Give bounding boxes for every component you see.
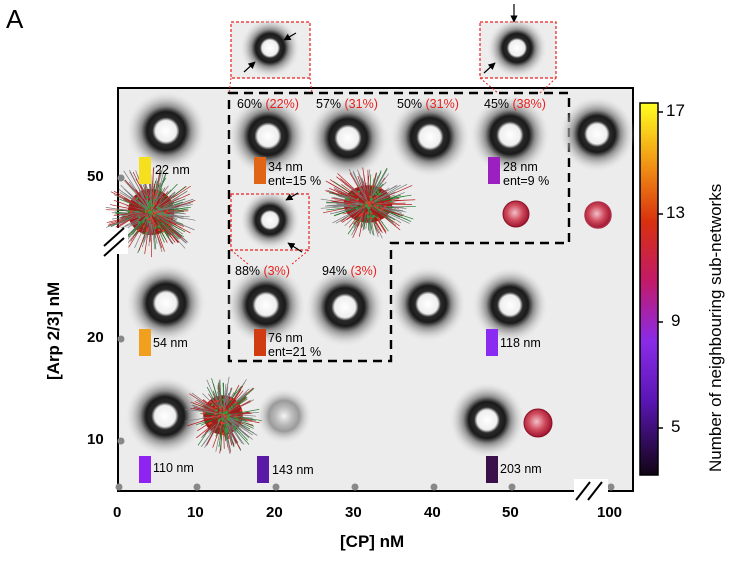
- percent-label: 88% (3%): [235, 264, 290, 278]
- sphere-r20-cp0: [126, 263, 206, 343]
- size-label: 34 nm ent=15 %: [268, 160, 322, 188]
- x-tick: 0: [113, 504, 122, 521]
- colorbar-tick: 5: [671, 417, 681, 436]
- size-swatch-r20_cp0: [139, 329, 151, 356]
- inset-r20-cp20: [230, 190, 310, 265]
- percent-label: 57% (31%): [316, 97, 378, 111]
- x-tick: 30: [345, 504, 362, 521]
- size-label: 110 nm: [153, 461, 194, 475]
- sphere-r10-cp50: [449, 382, 525, 458]
- sphere-r50-cp40: [390, 97, 470, 177]
- colorbar-tick: 9: [671, 311, 681, 330]
- colorbar-tick: 13: [666, 203, 685, 222]
- colorbar: [639, 102, 659, 476]
- colorbar-ticks: [658, 111, 663, 429]
- network-ball-r50-cp100: [584, 201, 612, 229]
- y-axis-break: [103, 227, 128, 257]
- network-r50-cp30: [320, 167, 416, 239]
- network-ball-r50-cp50: [502, 200, 530, 228]
- y-tick: 20: [87, 329, 104, 346]
- x-axis-markers: [115, 483, 615, 491]
- sphere-r20-cp50: [472, 267, 548, 343]
- percent-label: 60% (22%): [237, 97, 299, 111]
- size-swatch-r10_cp50: [486, 456, 498, 483]
- x-tick: 20: [266, 504, 283, 521]
- size-label: 203 nm: [500, 462, 542, 476]
- sphere-r20-cp30: [305, 267, 385, 347]
- size-label: 118 nm: [500, 336, 541, 350]
- sphere-r10-cp0: [125, 376, 205, 456]
- size-swatch-r50_cp20: [254, 157, 266, 184]
- sphere-r20-cp20: [226, 265, 306, 345]
- y-tick: 10: [87, 431, 104, 448]
- x-axis-title: [CP] nM: [340, 532, 405, 551]
- size-label: 143 nm: [272, 463, 314, 477]
- colorbar-title: Number of neighbouring sub-networks: [706, 183, 725, 472]
- percent-label: 50% (31%): [397, 97, 459, 111]
- x-tick: 10: [187, 504, 204, 521]
- sphere-r50-cp50: [470, 95, 550, 175]
- percent-label: 45% (38%): [484, 97, 546, 111]
- inset-r50-cp20: [228, 18, 313, 94]
- size-label: 76 nm ent=21 %: [268, 331, 322, 359]
- size-label: 28 nm ent=9 %: [503, 160, 550, 188]
- dashed-region: [227, 91, 571, 363]
- sphere-r50-cp20: [228, 96, 308, 176]
- sphere-r10-cp20: [256, 388, 312, 444]
- y-tick: 50: [87, 168, 104, 185]
- size-label: 22 nm: [155, 163, 190, 177]
- size-swatch-r10_cp0: [139, 456, 151, 483]
- size-swatch-r20_cp20: [254, 329, 266, 356]
- size-swatches: [139, 157, 500, 483]
- x-axis-break: [574, 479, 608, 501]
- x-tick: 100: [597, 504, 623, 521]
- percent-label: 94% (3%): [322, 264, 377, 278]
- size-swatch-r50_cp0: [139, 157, 151, 184]
- panel-label: A: [6, 4, 24, 34]
- sphere-r50-cp30: [308, 98, 388, 178]
- inset-r50-cp50: [479, 4, 557, 94]
- x-tick: 40: [424, 504, 441, 521]
- sphere-grid: [125, 91, 635, 458]
- sphere-r50-cp100: [559, 96, 635, 172]
- colorbar-tick: 17: [666, 101, 685, 120]
- size-swatch-r20_cp50: [486, 329, 498, 356]
- network-ball-r10-cp50: [523, 408, 553, 438]
- sphere-r50-cp0: [126, 91, 206, 171]
- network-r10-cp10: [184, 376, 262, 455]
- y-axis-markers: [117, 174, 125, 445]
- sphere-r20-cp40: [390, 266, 466, 342]
- x-tick: 50: [502, 504, 519, 521]
- size-label: 54 nm: [153, 336, 188, 350]
- size-swatch-r10_cp20: [257, 456, 269, 483]
- size-swatch-r50_cp50: [488, 157, 500, 184]
- y-axis-title: [Arp 2/3] nM: [44, 281, 63, 380]
